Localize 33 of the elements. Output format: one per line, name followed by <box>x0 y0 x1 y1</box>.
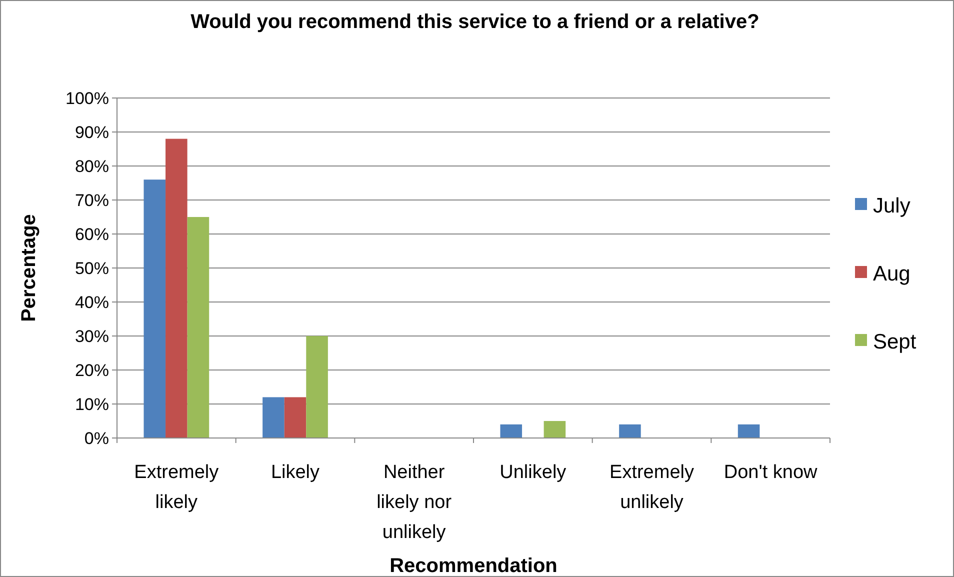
y-tick-label: 60% <box>74 224 109 244</box>
y-tick-label: 0% <box>84 428 109 448</box>
x-tick-label: Neither likely nor unlikely <box>376 462 452 543</box>
x-tick-label: Unlikely <box>500 462 567 483</box>
y-tick-label: 30% <box>74 326 109 346</box>
legend-label: Aug <box>873 262 910 286</box>
bar <box>144 180 166 438</box>
y-tick-label: 90% <box>74 122 109 142</box>
x-tick-label: Extremely unlikely <box>610 462 694 513</box>
chart-title: Would you recommend this service to a friend or a relative? <box>190 11 760 33</box>
y-tick-label: 50% <box>74 258 109 278</box>
x-tick-label: Don't know <box>724 462 818 483</box>
bar <box>500 424 522 438</box>
bar <box>738 424 760 438</box>
y-tick-label: 70% <box>74 190 109 210</box>
bar <box>284 397 306 438</box>
bar <box>187 217 210 438</box>
y-tick-label: 20% <box>74 360 109 380</box>
bar <box>166 138 188 438</box>
y-axis-title: Percentage <box>18 214 40 322</box>
legend-label: July <box>873 194 911 218</box>
x-tick-label: Extremely likely <box>134 462 220 513</box>
bar <box>306 336 328 438</box>
bar <box>544 421 566 438</box>
y-tick-label: 80% <box>74 156 109 176</box>
x-axis-title: Recommendation <box>390 555 558 577</box>
y-tick-label: 40% <box>74 292 109 312</box>
y-tick-label: 10% <box>74 394 109 414</box>
legend-label: Sept <box>873 330 916 354</box>
x-tick-label: Likely <box>270 462 320 483</box>
bar <box>619 424 641 438</box>
bar <box>262 397 284 438</box>
y-tick-label: 100% <box>66 88 109 108</box>
